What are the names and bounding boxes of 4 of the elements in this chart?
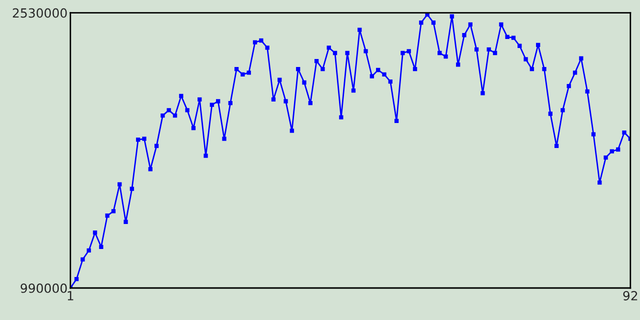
x-tick-label: 92: [623, 291, 638, 300]
x-tick-label: 1: [68, 291, 74, 300]
y-tick-label: 2530000: [12, 8, 67, 18]
y-tick-label: 990000: [20, 283, 67, 293]
